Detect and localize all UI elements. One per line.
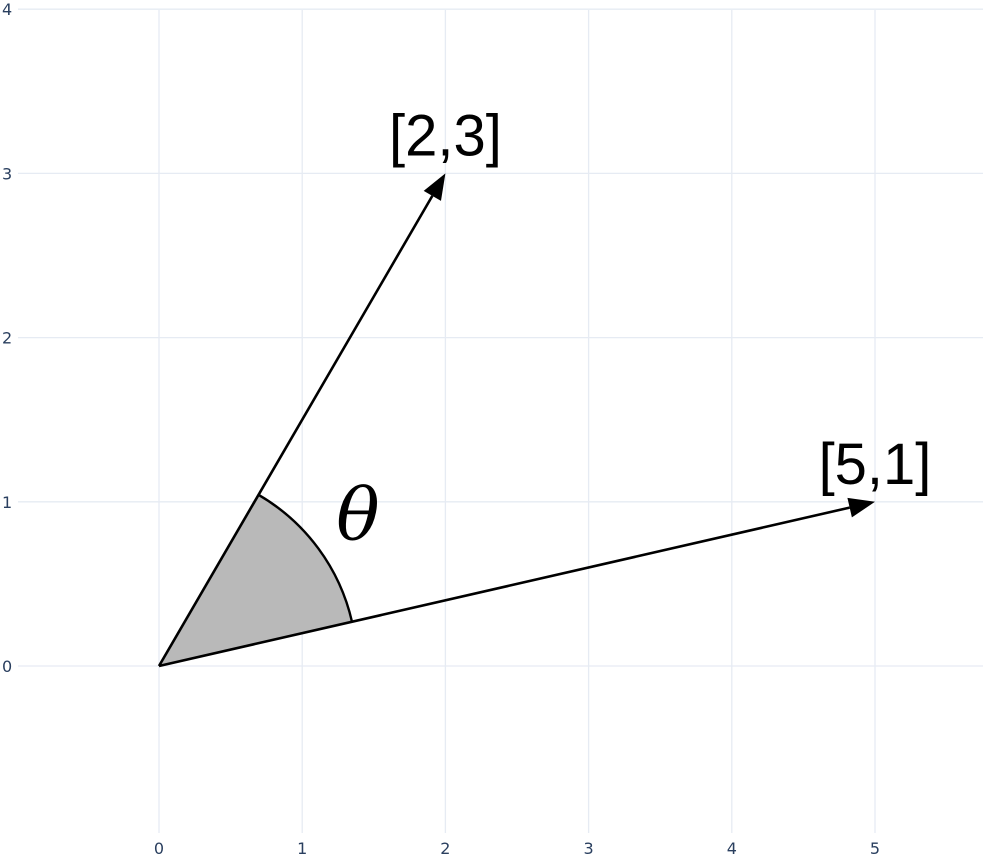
- x-tick-label-4: 4: [727, 839, 737, 857]
- y-axis-ticks: 0 1 2 3 4: [2, 0, 12, 676]
- vectors: [2,3] [5,1]: [157, 103, 932, 668]
- x-tick-label-3: 3: [584, 839, 594, 857]
- vector-label-2: [5,1]: [819, 432, 932, 497]
- y-tick-label-3: 3: [2, 164, 12, 183]
- x-axis-ticks: 0 1 2 3 4 5: [154, 839, 880, 857]
- y-tick-label-4: 4: [2, 0, 12, 19]
- x-tick-label-5: 5: [870, 839, 880, 857]
- grid-y: [18, 8, 983, 667]
- vector-line-1: [157, 195, 434, 667]
- vector-arrowhead-1: [423, 173, 446, 201]
- x-tick-label-0: 0: [154, 839, 164, 857]
- x-tick-label-2: 2: [440, 839, 450, 857]
- grid-x: [158, 10, 876, 833]
- y-tick-label-2: 2: [2, 329, 12, 348]
- vector-arrowhead-2: [847, 497, 875, 518]
- vector-label-1: [2,3]: [389, 103, 502, 168]
- vector-line-2: [158, 506, 850, 668]
- angle-theta-label: θ: [336, 473, 379, 557]
- angle-arc: [257, 493, 354, 623]
- y-tick-label-0: 0: [2, 657, 12, 676]
- y-tick-label-1: 1: [2, 493, 12, 512]
- angle-sector: [159, 494, 352, 666]
- x-tick-label-1: 1: [297, 839, 307, 857]
